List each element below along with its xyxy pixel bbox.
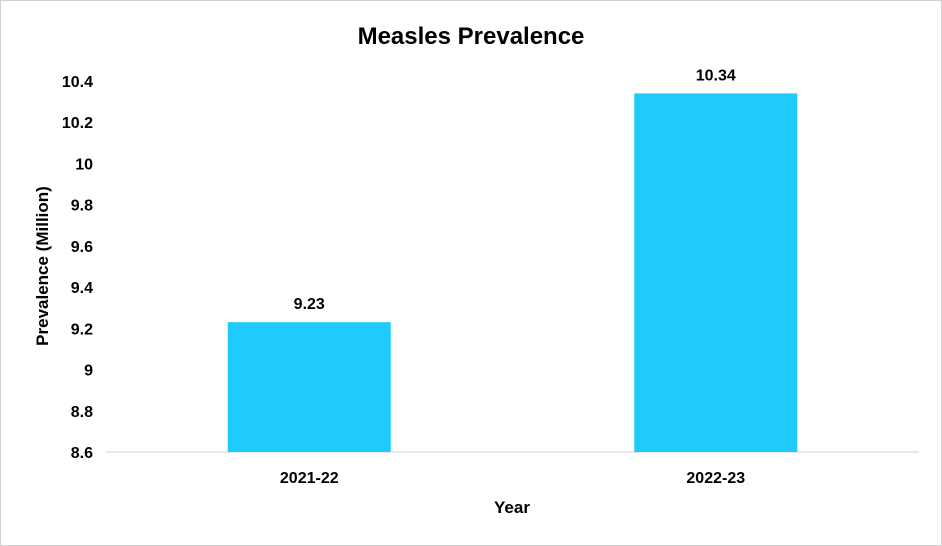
y-axis-ticks: 8.6 8.8 9 9.2 9.4 9.6 9.8 10 10.2 10.4 bbox=[62, 74, 93, 462]
y-tick-label: 8.6 bbox=[71, 445, 93, 462]
x-tick-label: 2021-22 bbox=[280, 470, 339, 487]
data-label: 10.34 bbox=[696, 67, 736, 84]
x-tick-label: 2022-23 bbox=[686, 470, 745, 487]
y-tick-label: 9.8 bbox=[71, 198, 93, 215]
bars: 9.23 10.34 bbox=[227, 67, 798, 452]
y-tick-label: 10 bbox=[75, 156, 93, 173]
y-tick-label: 10.2 bbox=[62, 115, 93, 132]
chart-title: Measles Prevalence bbox=[358, 23, 585, 50]
bar-2022-23 bbox=[634, 93, 798, 452]
data-label: 9.23 bbox=[294, 296, 325, 313]
bar-2021-22 bbox=[227, 322, 391, 452]
y-axis-label: Prevalence (Million) bbox=[33, 186, 52, 346]
y-tick-label: 9.6 bbox=[71, 239, 93, 256]
x-axis-ticks: 2021-22 2022-23 bbox=[280, 470, 745, 487]
y-tick-label: 9.4 bbox=[71, 280, 93, 297]
y-tick-label: 10.4 bbox=[62, 74, 93, 91]
y-tick-label: 9.2 bbox=[71, 321, 93, 338]
x-axis-label: Year bbox=[494, 498, 530, 517]
y-tick-label: 9 bbox=[84, 363, 93, 380]
y-tick-label: 8.8 bbox=[71, 404, 93, 421]
